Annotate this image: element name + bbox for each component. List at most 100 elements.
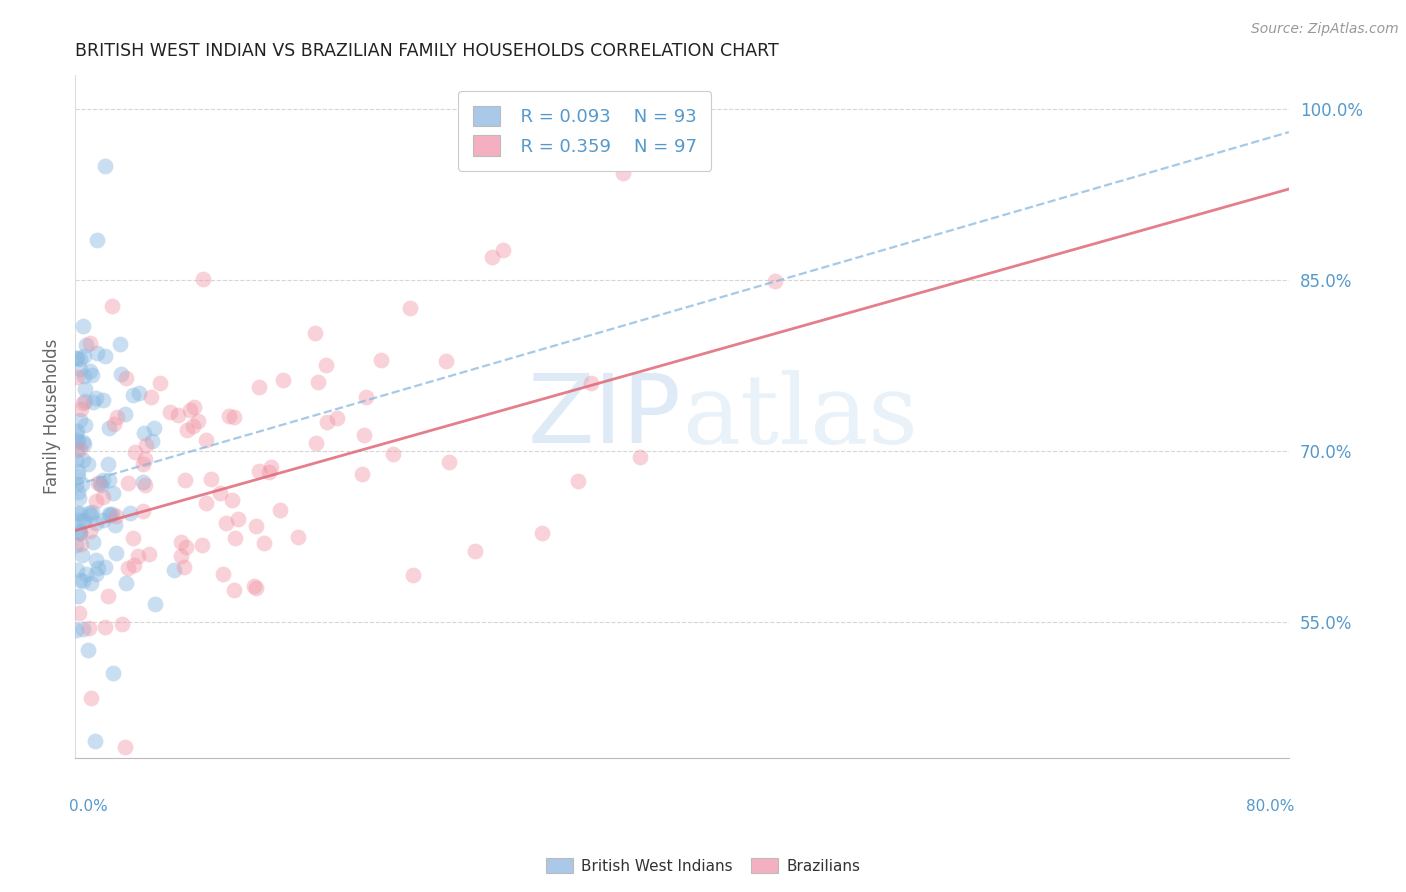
Legend: British West Indians, Brazilians: British West Indians, Brazilians	[540, 852, 866, 880]
Point	[97, 421, 120, 435]
Point	[66, 464, 89, 478]
Point	[245, 518, 267, 533]
Point	[131, 475, 153, 489]
Point	[77, 621, 100, 635]
Point	[94, 159, 117, 173]
Point	[65, 538, 87, 552]
Point	[287, 530, 309, 544]
Point	[73, 515, 96, 529]
Point	[94, 349, 117, 363]
Point	[481, 251, 503, 265]
Point	[149, 376, 172, 390]
Point	[84, 553, 107, 567]
Point	[141, 434, 163, 448]
Point	[79, 691, 101, 706]
Point	[253, 536, 276, 550]
Point	[132, 425, 155, 440]
Point	[97, 457, 120, 471]
Point	[84, 494, 107, 508]
Point	[101, 507, 124, 521]
Point	[84, 516, 107, 531]
Point	[75, 567, 97, 582]
Point	[326, 410, 349, 425]
Point	[247, 464, 270, 478]
Point	[67, 513, 90, 527]
Text: atlas: atlas	[682, 370, 918, 464]
Point	[66, 435, 89, 450]
Text: 0.0%: 0.0%	[69, 799, 108, 814]
Point	[215, 516, 238, 531]
Point	[82, 395, 104, 409]
Point	[66, 424, 89, 438]
Point	[79, 364, 101, 378]
Point	[304, 326, 326, 340]
Point	[174, 540, 197, 554]
Point	[135, 438, 157, 452]
Point	[67, 606, 90, 620]
Point	[70, 476, 93, 491]
Point	[492, 244, 515, 258]
Point	[87, 561, 110, 575]
Point	[97, 508, 120, 522]
Point	[67, 491, 90, 506]
Point	[65, 506, 87, 520]
Point	[84, 734, 107, 748]
Point	[80, 368, 103, 383]
Point	[77, 457, 100, 471]
Point	[65, 624, 87, 638]
Point	[269, 503, 291, 517]
Point	[72, 435, 94, 450]
Point	[352, 467, 374, 482]
Point	[134, 452, 156, 467]
Point	[128, 386, 150, 401]
Point	[82, 534, 104, 549]
Point	[66, 351, 89, 365]
Point	[138, 547, 160, 561]
Point	[259, 465, 281, 479]
Point	[121, 531, 143, 545]
Point	[181, 418, 204, 433]
Point	[159, 405, 181, 419]
Point	[80, 508, 103, 523]
Point	[66, 589, 89, 603]
Point	[91, 474, 114, 488]
Point	[111, 617, 134, 632]
Point	[77, 506, 100, 520]
Point	[93, 560, 115, 574]
Point	[117, 475, 139, 490]
Point	[226, 512, 249, 526]
Point	[69, 525, 91, 540]
Point	[163, 563, 186, 577]
Point	[105, 508, 128, 523]
Point	[176, 423, 198, 437]
Point	[69, 506, 91, 520]
Point	[763, 274, 786, 288]
Point	[224, 531, 246, 545]
Point	[69, 526, 91, 541]
Point	[103, 417, 125, 431]
Point	[434, 353, 457, 368]
Point	[127, 549, 149, 563]
Point	[183, 401, 205, 415]
Point	[567, 474, 589, 488]
Point	[124, 445, 146, 459]
Point	[115, 576, 138, 591]
Point	[114, 407, 136, 421]
Point	[114, 739, 136, 754]
Point	[69, 362, 91, 376]
Point	[90, 478, 112, 492]
Point	[87, 475, 110, 490]
Point	[65, 442, 87, 457]
Point	[382, 447, 405, 461]
Point	[247, 380, 270, 394]
Point	[110, 336, 132, 351]
Point	[110, 368, 132, 382]
Point	[354, 390, 377, 404]
Point	[69, 413, 91, 427]
Point	[69, 537, 91, 551]
Legend:   R = 0.093    N = 93,   R = 0.359    N = 97: R = 0.093 N = 93, R = 0.359 N = 97	[458, 91, 711, 170]
Point	[402, 567, 425, 582]
Y-axis label: Family Households: Family Households	[44, 339, 60, 494]
Point	[73, 349, 96, 363]
Point	[224, 409, 246, 424]
